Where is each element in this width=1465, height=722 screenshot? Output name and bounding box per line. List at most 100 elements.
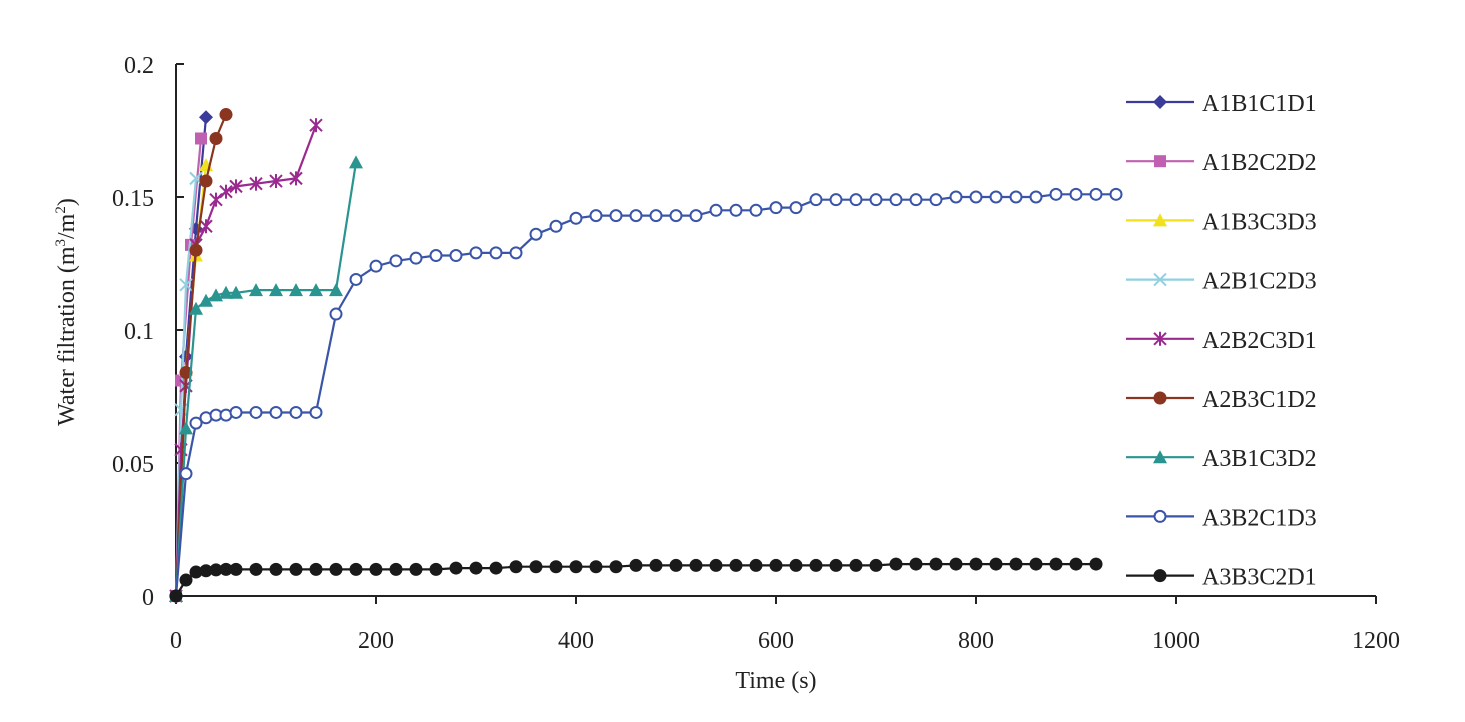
data-point — [929, 557, 943, 571]
data-point — [209, 563, 223, 577]
legend-item-A3B1C3D2: A3B1C3D2 — [1126, 446, 1317, 472]
data-point — [189, 416, 203, 430]
data-point — [199, 174, 213, 188]
data-point — [179, 366, 193, 380]
data-point — [789, 201, 803, 215]
data-point — [589, 560, 603, 574]
data-point — [809, 193, 823, 207]
data-point — [969, 557, 983, 571]
series-line — [174, 162, 358, 597]
legend-label: A2B3C1D2 — [1202, 387, 1317, 413]
data-point — [329, 562, 343, 576]
legend-label: A3B1C3D2 — [1202, 446, 1317, 472]
data-point — [289, 405, 303, 419]
legend-item-A1B2C2D2: A1B2C2D2 — [1126, 150, 1317, 176]
series-A2B2C3D1 — [169, 118, 323, 603]
data-point — [429, 562, 443, 576]
data-point — [249, 562, 263, 576]
legend-swatch-marker — [1154, 155, 1166, 168]
y-tick-label: 0.15 — [112, 186, 154, 212]
data-point — [1049, 187, 1063, 201]
data-point — [329, 283, 343, 297]
data-point — [729, 558, 743, 572]
data-point — [269, 562, 283, 576]
data-point — [449, 249, 463, 263]
legend-swatch-marker — [1153, 509, 1167, 523]
legend-item-A1B3C3D3: A1B3C3D3 — [1126, 209, 1317, 235]
data-point — [1009, 557, 1023, 571]
y-tick-label: 0.1 — [124, 319, 154, 345]
data-point — [269, 174, 283, 189]
data-point — [229, 562, 243, 576]
data-point — [199, 293, 213, 307]
x-tick-label: 1000 — [1152, 628, 1200, 654]
data-point — [309, 283, 323, 297]
data-point — [489, 246, 503, 260]
data-point — [349, 562, 363, 576]
data-point — [309, 562, 323, 576]
data-point — [869, 558, 883, 572]
data-point — [389, 562, 403, 576]
data-point — [569, 211, 583, 225]
data-point — [649, 558, 663, 572]
legend-swatch-marker — [1153, 391, 1167, 405]
y-axis-title-main: Water filtration (m — [54, 246, 80, 426]
data-point — [629, 558, 643, 572]
data-point — [869, 193, 883, 207]
data-point — [809, 558, 823, 572]
data-point — [169, 589, 183, 603]
legend-item-A3B2C1D3: A3B2C1D3 — [1126, 505, 1317, 531]
y-tick-label: 0.2 — [124, 53, 154, 79]
data-point — [609, 209, 623, 223]
data-point — [849, 193, 863, 207]
data-point — [349, 155, 363, 169]
data-point — [689, 209, 703, 223]
legend-swatch-marker — [1153, 331, 1167, 346]
data-point — [829, 193, 843, 207]
x-tick-label: 600 — [758, 628, 794, 654]
data-point — [249, 283, 263, 297]
data-point — [449, 561, 463, 575]
legend-swatch-marker — [1153, 450, 1167, 464]
data-point — [929, 193, 943, 207]
data-point — [889, 193, 903, 207]
data-point — [309, 118, 323, 133]
data-point — [889, 557, 903, 571]
data-point — [549, 219, 563, 233]
data-point — [709, 203, 723, 217]
data-point — [989, 557, 1003, 571]
data-point — [309, 405, 323, 419]
data-point — [269, 283, 283, 297]
data-point — [669, 209, 683, 223]
data-point — [229, 285, 243, 299]
data-point — [195, 132, 207, 145]
data-point — [409, 251, 423, 265]
data-point — [589, 209, 603, 223]
data-point — [769, 558, 783, 572]
data-point — [529, 227, 543, 241]
data-point — [1069, 557, 1083, 571]
data-point — [219, 562, 233, 576]
data-point — [219, 108, 233, 122]
data-point — [189, 243, 203, 257]
data-point — [629, 209, 643, 223]
series-layer — [169, 108, 1123, 603]
series-A3B3C2D1 — [169, 557, 1103, 603]
data-point — [1089, 557, 1103, 571]
data-point — [749, 203, 763, 217]
data-point — [1109, 187, 1123, 201]
legend-item-A2B3C1D2: A2B3C1D2 — [1126, 387, 1317, 413]
data-point — [199, 110, 213, 125]
legend-label: A1B1C1D1 — [1202, 91, 1317, 117]
data-point — [179, 278, 193, 292]
data-point — [469, 561, 483, 575]
data-point — [249, 176, 263, 191]
x-tick-label: 800 — [958, 628, 994, 654]
data-point — [649, 209, 663, 223]
data-point — [489, 561, 503, 575]
data-point — [1009, 190, 1023, 204]
data-point — [949, 557, 963, 571]
x-tick-label: 400 — [558, 628, 594, 654]
